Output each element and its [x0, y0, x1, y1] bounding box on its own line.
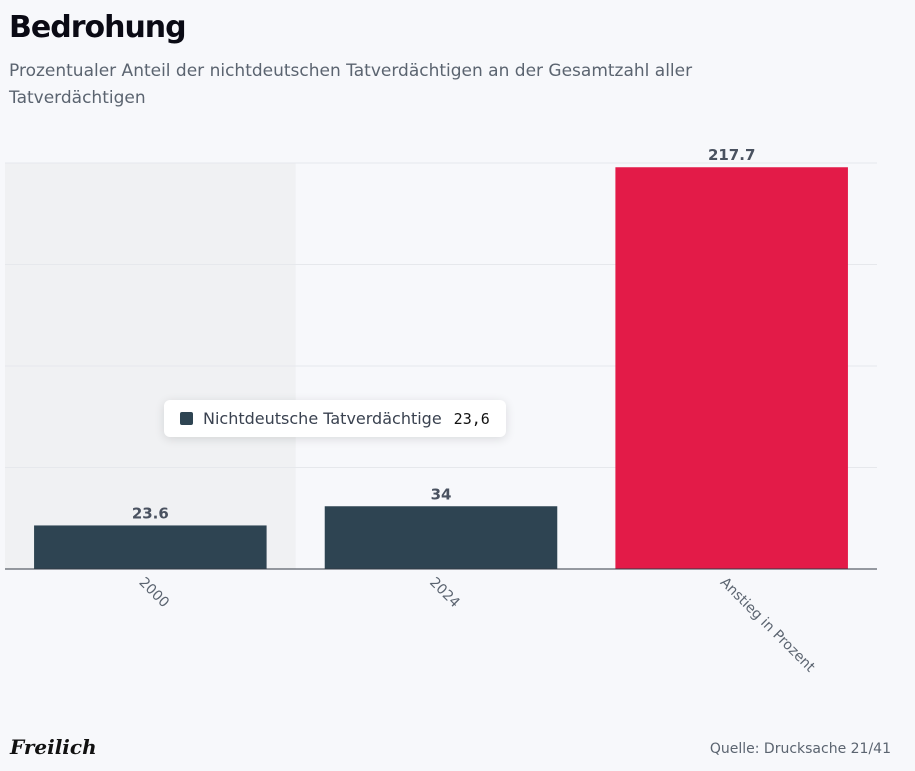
chart-title: Bedrohung — [9, 10, 187, 45]
chart-subtitle: Prozentualer Anteil der nichtdeutschen T… — [9, 61, 693, 108]
data-label-3: 217.7 — [708, 146, 755, 164]
bar-1 — [34, 525, 267, 569]
x-tick-label-3: Anstieg in Prozent — [717, 575, 818, 676]
tooltip: Nichtdeutsche Tatverdächtige 23,6 — [164, 400, 506, 437]
tooltip-series-swatch — [180, 412, 193, 425]
x-tick-label-1: 2000 — [136, 575, 173, 612]
data-label-2: 34 — [431, 485, 452, 503]
brand-logo: Freilich — [10, 735, 97, 759]
tooltip-series-name: Nichtdeutsche Tatverdächtige — [203, 409, 442, 428]
bar-3 — [615, 167, 848, 569]
source-note: Quelle: Drucksache 21/41 — [709, 741, 891, 757]
bar-2 — [324, 506, 558, 569]
data-label-1: 23.6 — [132, 504, 169, 522]
bar-chart: 23.6 2000 34 2024 217.7 Anstieg in Prozent — [5, 146, 877, 676]
tooltip-value: 23,6 — [453, 409, 490, 428]
x-tick-label-2: 2024 — [426, 575, 463, 612]
